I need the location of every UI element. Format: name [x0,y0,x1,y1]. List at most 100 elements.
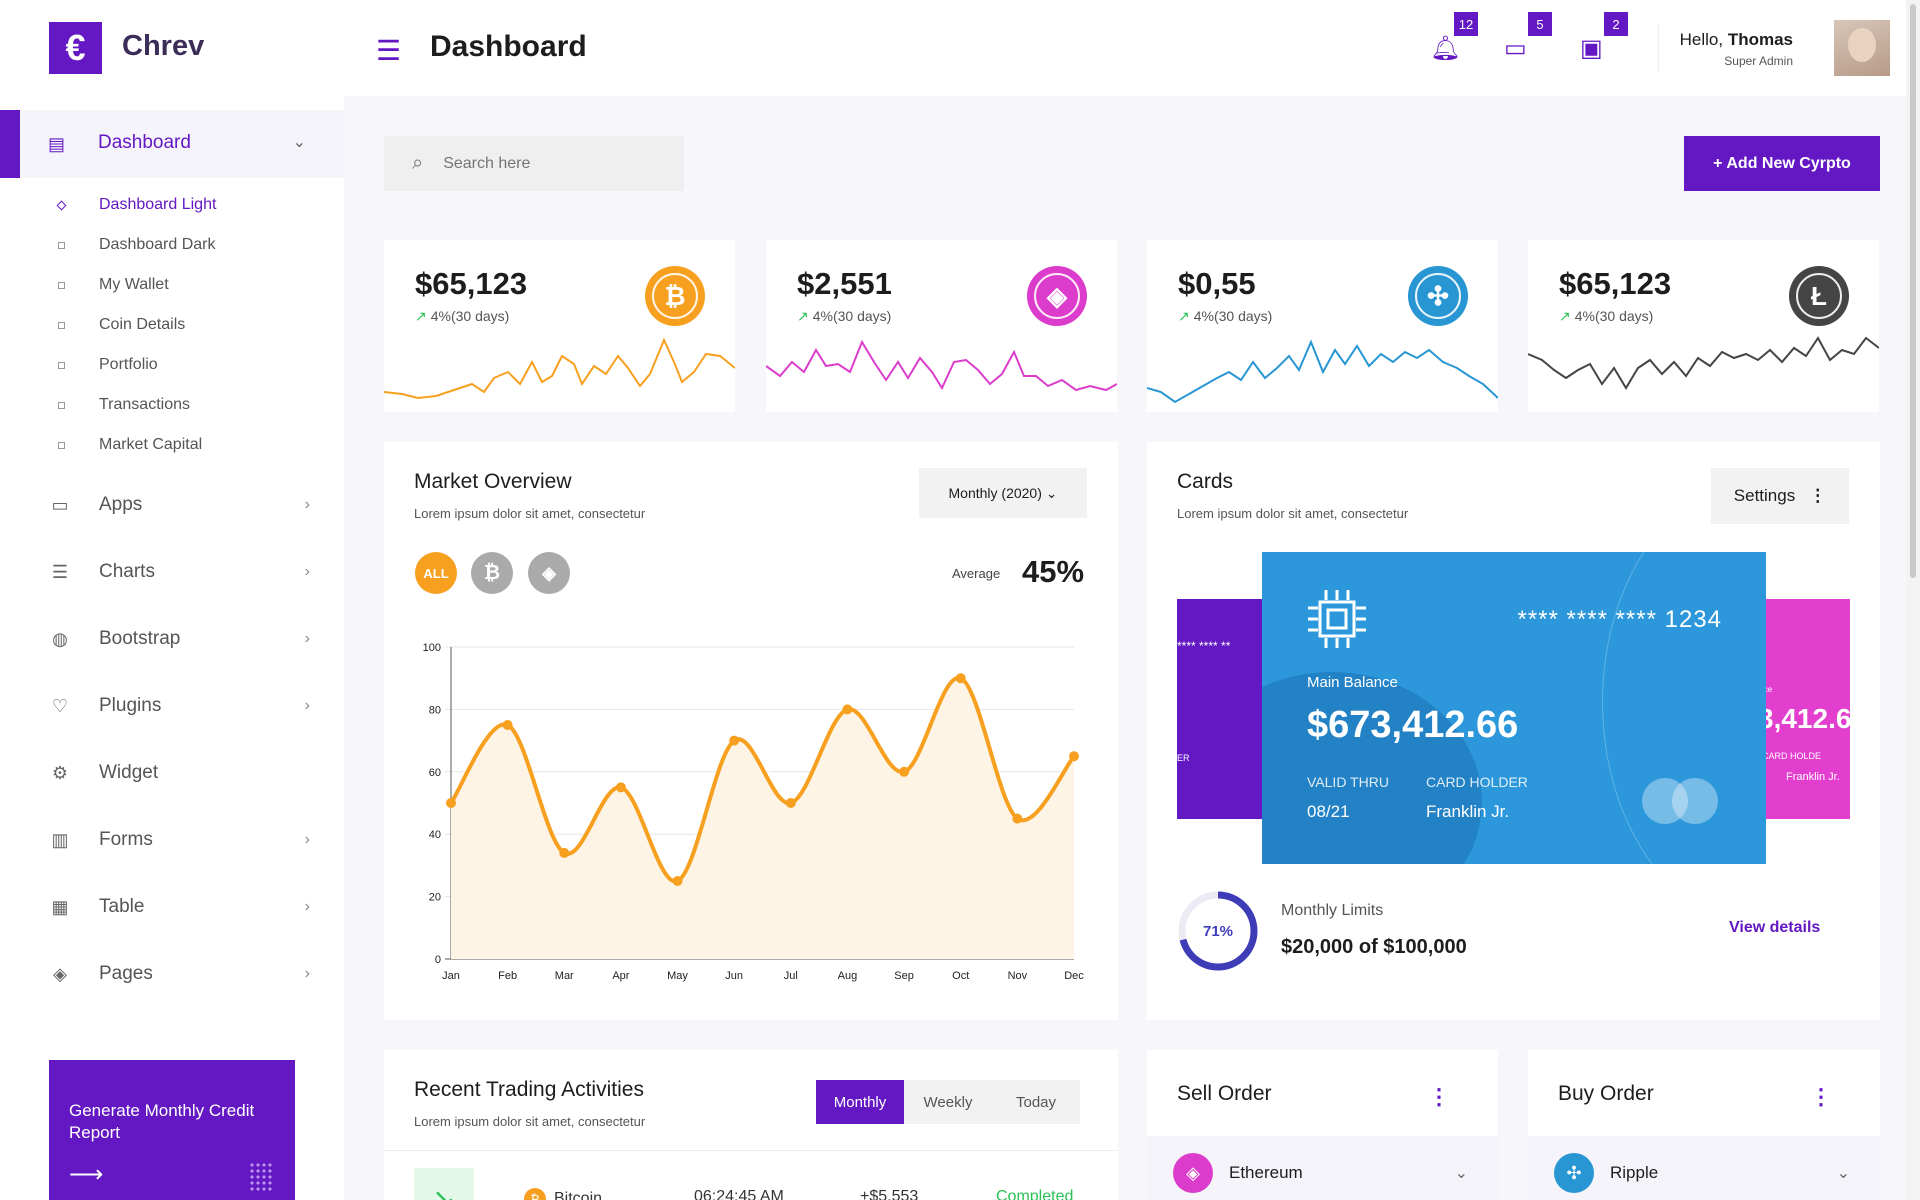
back-card-pink[interactable]: ice 3,412.66 CARD HOLDE Franklin Jr. [1764,599,1850,819]
bitcoin-icon: ₿ [524,1188,546,1200]
sidebar-item-widget[interactable]: ⚙ Widget [48,762,310,784]
chevron-down-icon: ⌄ [1454,1165,1468,1182]
sidebar-subitem-dashboard-light[interactable]: Dashboard Light [56,196,216,214]
chevron-right-icon: › [304,965,310,982]
subitem-label: My Wallet [99,276,169,293]
valid-thru-label: VALID THRU [1307,774,1389,790]
view-details-link[interactable]: View details [1729,919,1821,936]
card-holder-value: Franklin Jr. [1426,802,1510,821]
average-label: Average [952,566,1001,581]
coin-symbol: ◈ [1034,273,1080,319]
x-tick-label: Aug [838,970,858,982]
coin-card-litecoin[interactable]: $65,123 ↗ 4%(30 days) Ł [1528,240,1879,412]
app-name[interactable]: Chrev [122,30,205,62]
sidebar-item-charts[interactable]: ☰ Charts › [48,561,310,583]
monthly-limit-ring: 71% [1178,891,1258,971]
coin-card-ripple[interactable]: $0,55 ↗ 4%(30 days) ✣ [1147,240,1498,412]
data-point [785,798,796,808]
x-tick-label: Jun [725,970,743,982]
sidebar-item-dashboard[interactable]: ▤ Dashboard ⌄ [0,110,344,178]
sidebar-subitem-transactions[interactable]: Transactions [58,396,190,414]
sidebar-item-forms[interactable]: ▥ Forms › [48,829,310,851]
gift-badge: 2 [1604,12,1628,36]
sidebar-item-bootstrap[interactable]: ◍ Bootstrap › [48,628,310,650]
panel-title: Market Overview [414,470,572,493]
data-point [559,847,570,858]
more-vertical-icon[interactable]: ⋮ [1428,1084,1450,1109]
message-badge: 5 [1528,12,1552,36]
coin-change-text: 4%(30 days) [1574,308,1654,324]
chevron-down-icon: ⌄ [292,134,306,151]
coin-symbol: ✣ [1415,273,1461,319]
trade-coin: ₿ Bitcoin [524,1188,602,1200]
sidebar-subitem-coin-details[interactable]: Coin Details [58,316,185,334]
x-tick-label: Mar [555,970,574,982]
sell-coin-select[interactable]: ◈ Ethereum ⌄ [1147,1136,1498,1200]
search-input[interactable] [443,154,664,173]
sidebar-item-plugins[interactable]: ♡ Plugins › [48,695,310,717]
bullet-icon [58,441,65,449]
chip-icon [1308,590,1366,648]
tab-today[interactable]: Today [1015,1093,1057,1111]
back-card-purple[interactable]: **** **** ** ER [1177,599,1277,819]
sidebar-item-apps[interactable]: ▭ Apps › [48,494,310,516]
sidebar-item-label: Forms [99,829,153,850]
chevron-down-icon: ⌄ [1836,1165,1850,1182]
sidebar-item-table[interactable]: ▦ Table › [48,896,310,918]
data-point [1069,751,1079,762]
arrow-right-icon[interactable]: ⟶ [69,1161,104,1188]
sidebar-item-label: Pages [99,963,153,984]
data-point [729,735,740,746]
sidebar-subitem-portfolio[interactable]: Portfolio [58,356,158,374]
ethereum-icon: ◈ [1173,1153,1213,1193]
card-number: **** **** **** 1234 [1517,606,1722,633]
more-vertical-icon[interactable]: ⋮ [1810,1084,1832,1109]
promo-card[interactable]: Generate Monthly Credit Report ⟶ [49,1060,295,1200]
market-chart: 0 20 40 60 80 100 Jan Feb Mar Apr May Jun Jul Aug Sep O… [423,642,1085,982]
coin-change: ↗ 4%(30 days) [1178,308,1272,325]
sidebar-item-pages[interactable]: ◈ Pages › [48,963,310,985]
bell-icon[interactable]: 🔔︎ [1430,35,1461,62]
data-point [672,876,683,886]
sidebar-subitem-market-capital[interactable]: Market Capital [58,436,202,454]
coin-card-ethereum[interactable]: $2,551 ↗ 4%(30 days) ◈ [766,240,1117,412]
globe-icon: ◍ [52,628,68,649]
sidebar-item-label: Widget [99,762,159,783]
hamburger-menu-icon[interactable]: ☰ [376,35,402,66]
search-box[interactable]: ⌕ [384,136,684,191]
logo-icon[interactable]: € [49,22,102,74]
filter-ethereum-button[interactable]: ◈ [528,552,570,594]
period-dropdown[interactable]: Monthly (2020) ⌄ [919,468,1087,518]
user-greeting[interactable]: Hello, Thomas Super Admin [1680,30,1793,68]
monthly-limit-label: Monthly Limits [1281,902,1384,919]
gift-icon[interactable]: ▣ [1580,35,1603,62]
arrow-down-right-icon: ↘ [414,1168,474,1200]
scrollbar[interactable] [1906,0,1920,1200]
tab-monthly[interactable]: Monthly [816,1080,904,1124]
buy-coin-select[interactable]: ✣ Ripple ⌄ [1528,1136,1880,1200]
trend-up-icon: ↗ [415,308,427,324]
mastercard-icon [1672,778,1718,824]
settings-button[interactable]: Settings ⋮ [1711,468,1849,524]
sidebar-item-label: Dashboard [98,132,191,153]
chevron-right-icon: › [304,496,310,513]
avatar[interactable] [1834,20,1890,76]
tab-weekly[interactable]: Weekly [923,1093,973,1111]
sidebar-subitem-my-wallet[interactable]: My Wallet [58,276,169,294]
main-credit-card[interactable]: **** **** **** 1234 Main Balance $673,41… [1262,552,1766,864]
chevron-right-icon: › [304,898,310,915]
sparkline-litecoin [1528,336,1879,390]
add-new-crypto-button[interactable]: + Add New Cyrpto [1684,136,1880,191]
coin-value: $0,55 [1178,266,1256,301]
y-tick-label: 0 [435,954,441,966]
y-tick-label: 40 [429,829,441,841]
coin-card-bitcoin[interactable]: $65,123 ↗ 4%(30 days) ₿ [384,240,735,412]
x-tick-label: Jan [442,970,460,982]
chat-icon[interactable]: ▭ [1504,35,1527,62]
filter-bitcoin-button[interactable]: ₿ [471,552,513,594]
subitem-label: Portfolio [99,356,158,373]
filter-all-button[interactable]: ALL [415,552,457,594]
sidebar-subitem-dashboard-dark[interactable]: Dashboard Dark [58,236,216,254]
coin-symbol: Ł [1796,273,1842,319]
average-value: 45% [1022,554,1085,589]
